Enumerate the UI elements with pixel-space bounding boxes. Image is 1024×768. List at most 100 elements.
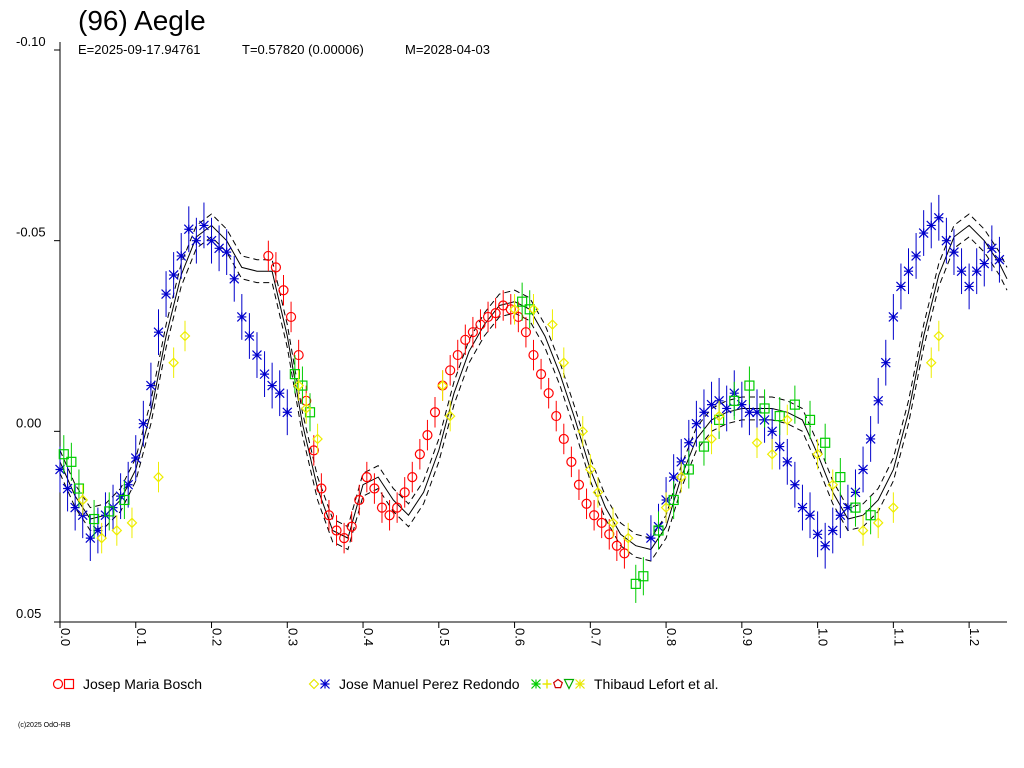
data-point: [285, 311, 297, 323]
data-point: [293, 349, 304, 361]
data-point: [392, 502, 403, 513]
data-point: [581, 498, 592, 509]
data-point: [145, 380, 156, 391]
data-point: [376, 502, 388, 513]
data-point: [126, 517, 138, 529]
data-point: [706, 399, 717, 410]
data-point: [797, 502, 808, 513]
data-point: [252, 350, 262, 360]
data-point: [551, 410, 562, 422]
chart-title: (96) Aegle: [78, 5, 206, 36]
data-point: [437, 380, 448, 391]
data-point: [596, 517, 607, 528]
data-point: [308, 445, 319, 456]
data-point: [933, 212, 944, 223]
data-point: [354, 494, 365, 506]
data-point: [835, 471, 846, 483]
data-point: [744, 407, 755, 418]
data-point: [698, 441, 710, 452]
data-point: [475, 319, 486, 330]
data-point: [92, 525, 103, 536]
data-point: [604, 529, 615, 540]
x-tick-label: 0.0: [58, 628, 73, 646]
data-point: [244, 331, 255, 341]
data-point: [278, 285, 289, 296]
y-tick-label: 0.00: [16, 415, 41, 430]
data-point: [873, 395, 884, 406]
data-point: [66, 456, 77, 467]
data-point: [956, 266, 967, 277]
data-point: [176, 250, 187, 261]
data-point: [111, 525, 123, 536]
data-point: [62, 483, 73, 494]
data-point: [994, 254, 1005, 265]
data-point: [85, 533, 96, 544]
data-point: [206, 235, 217, 246]
data-point: [547, 319, 558, 330]
data-point: [452, 349, 463, 361]
legend-label: Thibaud Lefort et al.: [594, 676, 719, 692]
data-point: [675, 471, 687, 483]
data-point: [949, 247, 959, 258]
tick-labels: -0.10 -0.05 0.00 0.05 0.0 0.1 0.2 0.3 0.4 0.5 0.6 0…: [16, 34, 982, 646]
data-point: [713, 410, 725, 422]
data-point: [646, 533, 656, 544]
data-point: [77, 494, 89, 506]
data-point: [316, 483, 327, 494]
data-point: [751, 437, 763, 449]
legend-marker: [563, 678, 575, 690]
model-upper-band: [59, 213, 1008, 539]
data-point: [115, 491, 126, 502]
model-curve: [59, 213, 1008, 562]
data-point: [96, 532, 108, 544]
data-point: [259, 369, 270, 380]
data-point: [513, 311, 524, 323]
data-point: [293, 380, 304, 391]
data-point: [589, 510, 600, 521]
data-point: [668, 494, 679, 506]
data-point: [752, 407, 762, 418]
data-point: [766, 448, 778, 460]
data-point: [611, 540, 622, 551]
x-tick-label: 0.1: [134, 628, 149, 646]
data-point: [926, 220, 937, 231]
data-point: [558, 357, 570, 369]
data-point: [872, 517, 884, 529]
data-point: [88, 513, 100, 525]
data-point: [820, 540, 831, 551]
data-point: [736, 399, 747, 410]
data-point: [573, 479, 585, 490]
data-point: [138, 418, 149, 429]
data-point: [77, 510, 88, 521]
legend-marker: [52, 678, 64, 690]
data-point: [300, 403, 312, 414]
data-point: [123, 479, 134, 490]
data-point: [312, 433, 323, 445]
data-point: [505, 304, 516, 315]
data-point: [789, 399, 800, 410]
data-point: [925, 357, 937, 369]
x-tick-label: 0.8: [664, 628, 679, 646]
data-point: [781, 414, 793, 426]
data-point: [289, 369, 300, 380]
data-point: [339, 533, 350, 544]
data-point: [108, 502, 118, 513]
data-point: [331, 525, 342, 536]
data-point: [767, 426, 778, 437]
data-point: [221, 247, 232, 258]
data-point: [721, 403, 732, 414]
data-point: [979, 258, 990, 269]
data-point: [58, 449, 69, 460]
data-point: [445, 365, 456, 376]
data-point: [888, 502, 899, 513]
data-point: [706, 433, 717, 445]
data-point: [399, 487, 410, 498]
data-point: [199, 220, 209, 231]
data-point: [607, 517, 619, 529]
y-tick-label: -0.10: [16, 34, 46, 49]
data-point: [592, 486, 604, 498]
data-point: [414, 449, 425, 460]
max-date-label: M=2028-04-03: [405, 42, 490, 57]
data-point: [933, 330, 945, 342]
